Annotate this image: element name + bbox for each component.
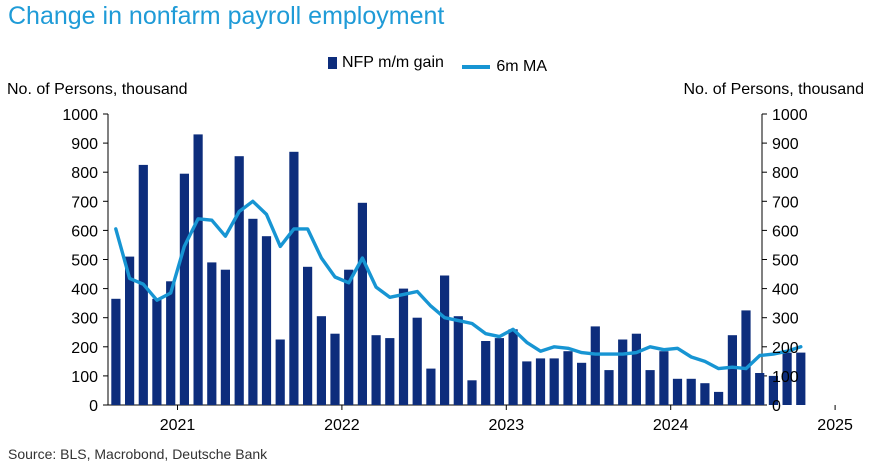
bar — [577, 362, 587, 405]
bar — [371, 335, 381, 405]
bar — [481, 341, 491, 405]
y-tick-label-right: 200 — [772, 340, 799, 357]
bar — [426, 368, 436, 405]
y-tick-label-right: 700 — [772, 194, 799, 211]
bar — [261, 236, 272, 405]
x-tick-label: 2025 — [817, 417, 853, 434]
bar — [714, 391, 724, 405]
bar — [125, 256, 135, 405]
legend-bar-label: NFP m/m gain — [341, 54, 444, 71]
x-tick-label: 2023 — [489, 417, 525, 434]
bar — [549, 358, 559, 405]
y-tick-label-left: 800 — [71, 165, 98, 182]
bar — [275, 339, 285, 405]
y-tick-label-right: 900 — [772, 136, 799, 153]
bar — [782, 352, 792, 405]
bar — [152, 298, 162, 405]
bar — [303, 266, 313, 405]
bar-series — [111, 134, 806, 405]
x-tick-label: 2021 — [160, 417, 196, 434]
y-tick-label-right: 0 — [772, 398, 781, 415]
y-axis-label-left: No. of Persons, thousand — [7, 81, 188, 98]
y-tick-label-left: 900 — [71, 136, 98, 153]
bar — [755, 373, 765, 405]
bar — [316, 316, 326, 405]
bar — [508, 329, 518, 405]
ma-line — [114, 199, 803, 371]
bar — [768, 375, 778, 405]
bar — [590, 326, 600, 405]
y-tick-label-right: 300 — [772, 311, 799, 328]
bar — [686, 378, 696, 405]
bar — [440, 275, 450, 405]
y-tick-label-left: 0 — [89, 398, 98, 415]
bar — [618, 339, 628, 405]
y-tick-label-right: 800 — [772, 165, 799, 182]
bar — [398, 288, 409, 405]
legend: NFP m/m gain 6m MA — [0, 54, 875, 76]
bar — [166, 281, 176, 405]
x-tick-label: 2022 — [324, 417, 360, 434]
bar — [659, 351, 669, 405]
bar — [357, 202, 367, 405]
bar — [193, 134, 203, 405]
bar — [467, 380, 477, 405]
y-tick-label-right: 100 — [772, 369, 799, 386]
y-axis-label-right: No. of Persons, thousand — [683, 81, 864, 98]
y-tick-label-left: 200 — [71, 340, 98, 357]
legend-line-label: 6m MA — [496, 58, 548, 75]
bar — [330, 333, 340, 405]
bar — [645, 370, 655, 405]
bar — [179, 173, 189, 405]
bar — [385, 338, 395, 405]
line-series — [114, 199, 803, 371]
bar — [700, 383, 710, 405]
bar — [453, 316, 463, 405]
y-tick-label-left: 1000 — [62, 107, 98, 124]
bar — [234, 156, 244, 405]
source-note: Source: BLS, Macrobond, Deutsche Bank — [8, 446, 268, 462]
y-tick-label-right: 1000 — [772, 107, 808, 124]
y-tick-label-left: 400 — [71, 282, 98, 299]
bar — [604, 370, 614, 405]
chart-title: Change in nonfarm payroll employment — [8, 2, 445, 30]
bar — [494, 338, 504, 405]
bar — [248, 218, 258, 405]
y-tick-label-left: 100 — [71, 369, 98, 386]
legend-bar-swatch — [327, 57, 337, 69]
tick-labels: 0 0 100 100 200 200 300 300 400 400 500 500 600 600 70… — [62, 107, 853, 434]
bar — [344, 269, 354, 405]
bar — [220, 269, 230, 405]
bar — [741, 310, 751, 405]
bar — [522, 361, 532, 405]
bar — [672, 378, 683, 405]
y-tick-label-left: 500 — [71, 253, 98, 270]
bar — [563, 351, 573, 405]
bar — [289, 151, 299, 405]
bar — [111, 298, 121, 405]
y-tick-label-left: 700 — [71, 194, 98, 211]
bar — [727, 335, 737, 405]
legend-item-bar: NFP m/m gain — [327, 54, 444, 72]
legend-line-swatch — [462, 65, 491, 69]
bar — [412, 317, 422, 405]
bar — [207, 262, 217, 405]
y-tick-label-left: 300 — [71, 311, 98, 328]
x-tick-label: 2024 — [653, 417, 689, 434]
bar — [535, 358, 546, 405]
y-tick-label-right: 500 — [772, 253, 799, 270]
legend-item-line: 6m MA — [462, 58, 547, 76]
bar — [631, 333, 641, 405]
y-tick-label-right: 400 — [772, 282, 799, 299]
bar — [796, 352, 806, 405]
y-tick-label-left: 600 — [71, 223, 98, 240]
y-tick-label-right: 600 — [772, 223, 799, 240]
